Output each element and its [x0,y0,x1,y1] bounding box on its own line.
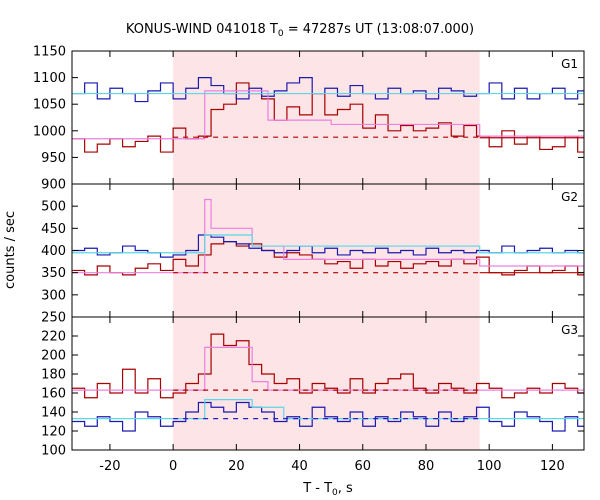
x-tick-label: 60 [354,459,371,474]
panel-label: G2 [561,190,578,204]
y-tick-label: 950 [41,151,66,166]
series-ch_a [72,82,584,153]
panel-g3: 100 120 140 160 180 200 220 G3 [41,316,585,459]
x-tick-label: 80 [418,459,435,474]
y-tick-label: 300 [41,288,66,303]
y-tick-label: 350 [41,266,66,281]
series-ch_b [72,401,584,432]
x-tick-label: 40 [291,459,308,474]
panel-g1: 900 950 1000 1050 1100 1150 G1 [33,45,585,193]
series-group [72,198,584,276]
burst-interval-shade [173,184,480,317]
y-tick-label: 220 [41,330,66,345]
y-tick-label: 450 [41,222,66,237]
burst-interval-shade [173,317,480,450]
y-tick-label: 120 [41,425,66,440]
series-model [72,346,584,391]
y-tick-label: 100 [41,444,66,459]
y-tick-label: 160 [41,387,66,402]
y-tick-label: 180 [41,368,66,383]
panel-label: G3 [561,323,578,337]
series-group [72,77,584,153]
y-tick-label: 1050 [33,98,66,113]
y-tick-label: 1150 [33,45,66,60]
y-tick-label: 250 [41,311,66,326]
x-tick-label: 100 [477,459,502,474]
y-tick-label: 140 [41,406,66,421]
chart-title: KONUS-WIND 041018 T0 = 47287s UT (13:08:… [126,22,474,39]
series-fit_b [72,234,584,254]
x-tick-label: -20 [99,459,120,474]
panel-g2: 250 300 350 400 450 500 G2 [41,183,585,326]
x-tick-label: 20 [228,459,245,474]
y-tick-label: 1100 [33,71,66,86]
series-ch_b [72,77,584,103]
series-ch_b [72,234,584,258]
series-model [72,90,584,140]
series-ch_a [72,241,584,276]
y-tick-label: 1000 [33,124,66,139]
series-group [72,333,584,432]
x-tick-label: 120 [540,459,565,474]
series-ch_a [72,333,584,399]
y-axis-label: counts / sec [3,211,18,289]
panel-label: G1 [561,57,578,71]
panel-frame [71,316,585,451]
x-tick-label: 0 [169,459,177,474]
y-tick-label: 400 [41,244,66,259]
x-axis-label: T - T0, s [302,481,353,498]
y-tick-label: 500 [41,200,66,215]
burst-interval-shade [173,51,480,184]
y-tick-label: 900 [41,178,66,193]
panels-group: 9009501000105011001150G12503003504004505… [33,45,585,474]
y-tick-label: 200 [41,349,66,364]
